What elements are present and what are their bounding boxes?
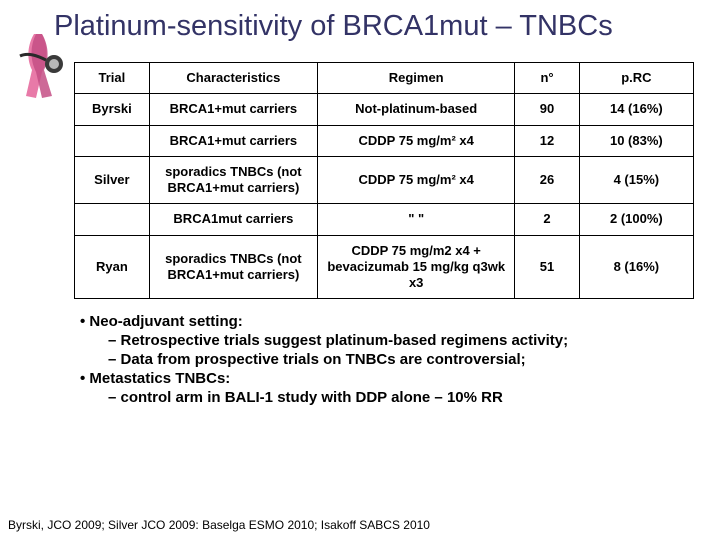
table-row: Byrski BRCA1+mut carriers Not-platinum-b… [75, 94, 694, 125]
cell: sporadics TNBCs (not BRCA1+mut carriers) [149, 156, 317, 204]
cell: CDDP 75 mg/m² x4 [318, 125, 515, 156]
cell: Ryan [75, 235, 150, 299]
cell: 10 (83%) [579, 125, 693, 156]
col-n: n° [515, 63, 579, 94]
cell: sporadics TNBCs (not BRCA1+mut carriers) [149, 235, 317, 299]
cell: 4 (15%) [579, 156, 693, 204]
table-row: Silver sporadics TNBCs (not BRCA1+mut ca… [75, 156, 694, 204]
col-characteristics: Characteristics [149, 63, 317, 94]
bullet-l2: – Retrospective trials suggest platinum-… [108, 332, 694, 349]
cell: 90 [515, 94, 579, 125]
bullet-l1: • Metastatics TNBCs: [80, 370, 694, 387]
cell: BRCA1+mut carriers [149, 125, 317, 156]
content-area: Trial Characteristics Regimen n° p.RC By… [74, 62, 694, 408]
ribbon-icon [8, 30, 72, 109]
cell: Byrski [75, 94, 150, 125]
table-row: BRCA1mut carriers " " 2 2 (100%) [75, 204, 694, 235]
slide-title: Platinum-sensitivity of BRCA1mut – TNBCs [54, 10, 613, 43]
cell: CDDP 75 mg/m² x4 [318, 156, 515, 204]
cell: 8 (16%) [579, 235, 693, 299]
cell: BRCA1mut carriers [149, 204, 317, 235]
cell: 14 (16%) [579, 94, 693, 125]
col-prc: p.RC [579, 63, 693, 94]
references: Byrski, JCO 2009; Silver JCO 2009: Basel… [8, 518, 430, 532]
cell: 51 [515, 235, 579, 299]
bullet-l2: – control arm in BALI-1 study with DDP a… [108, 389, 694, 406]
table-header-row: Trial Characteristics Regimen n° p.RC [75, 63, 694, 94]
cell: 26 [515, 156, 579, 204]
cell: Silver [75, 156, 150, 204]
bullet-l1: • Neo-adjuvant setting: [80, 313, 694, 330]
cell [75, 125, 150, 156]
trials-table: Trial Characteristics Regimen n° p.RC By… [74, 62, 694, 299]
col-trial: Trial [75, 63, 150, 94]
cell: 2 (100%) [579, 204, 693, 235]
table-row: Ryan sporadics TNBCs (not BRCA1+mut carr… [75, 235, 694, 299]
cell: BRCA1+mut carriers [149, 94, 317, 125]
cell: CDDP 75 mg/m2 x4 + bevacizumab 15 mg/kg … [318, 235, 515, 299]
cell: " " [318, 204, 515, 235]
cell [75, 204, 150, 235]
cell: 12 [515, 125, 579, 156]
cell: Not-platinum-based [318, 94, 515, 125]
bullets: • Neo-adjuvant setting: – Retrospective … [74, 313, 694, 406]
col-regimen: Regimen [318, 63, 515, 94]
bullet-l2: – Data from prospective trials on TNBCs … [108, 351, 694, 368]
table-row: BRCA1+mut carriers CDDP 75 mg/m² x4 12 1… [75, 125, 694, 156]
cell: 2 [515, 204, 579, 235]
